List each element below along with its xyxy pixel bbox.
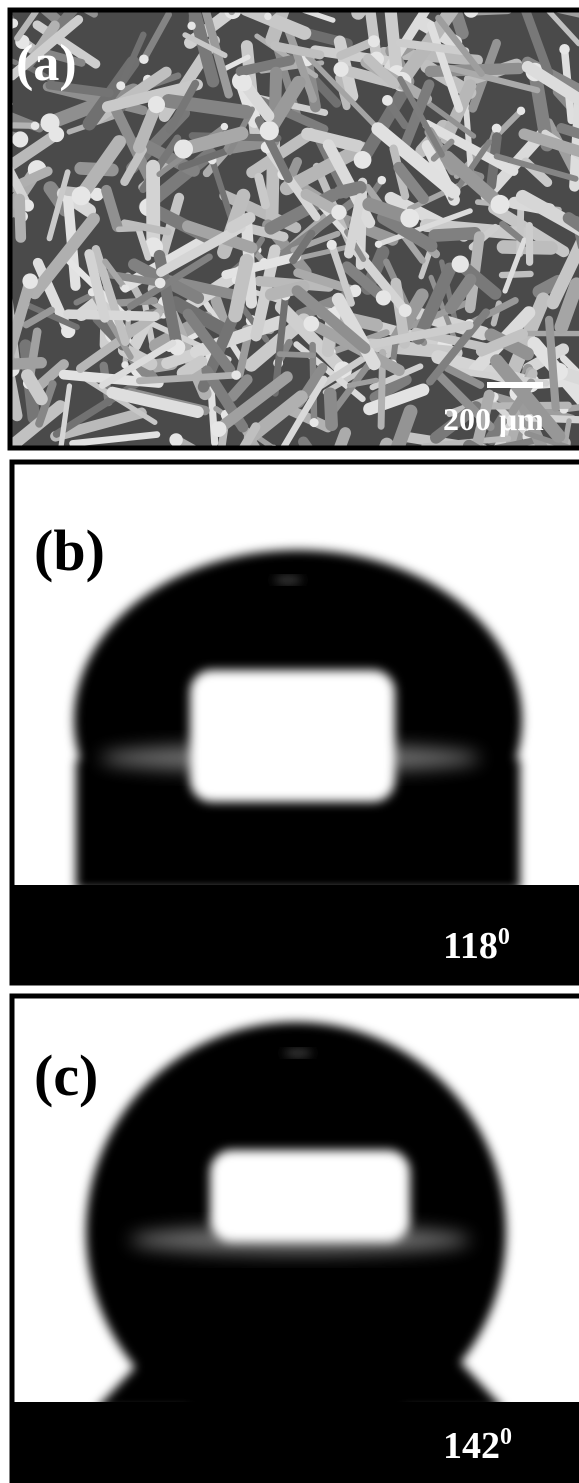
angle-unit: 0: [498, 924, 510, 950]
rod: [337, 433, 345, 454]
rod-tip: [490, 195, 509, 214]
rod-tip: [22, 273, 38, 289]
rod: [434, 454, 469, 455]
rod-tip: [155, 278, 166, 289]
rod: [473, 0, 479, 5]
rod: [435, 233, 475, 235]
rod-tip: [169, 433, 182, 446]
rod-tip: [376, 290, 391, 305]
panel-a: (a) 200 μm: [0, 0, 579, 520]
rod: [119, 229, 141, 230]
rod-tip: [236, 75, 252, 91]
rod-tip: [400, 209, 419, 228]
rod: [0, 363, 41, 367]
rod-tip: [368, 35, 380, 47]
substrate: [14, 895, 74, 985]
rod: [565, 421, 569, 443]
rod-tip: [221, 123, 228, 130]
rod: [0, 135, 6, 146]
rod-tip: [331, 205, 346, 220]
scale-label: 200 μm: [443, 401, 544, 437]
rod: [453, 0, 510, 6]
figure: (a) 200 μm (b) 1180: [0, 0, 579, 1483]
rod-tip: [334, 62, 349, 77]
rod-tip: [49, 127, 65, 143]
panel-b: (b) 1180: [12, 462, 579, 985]
rod-tip: [72, 186, 91, 205]
rod-tip: [310, 418, 319, 427]
rod: [390, 3, 397, 74]
rod: [330, 394, 331, 425]
panel-label: (b): [34, 518, 105, 583]
rod-tip: [264, 13, 272, 21]
rod-tip: [545, 450, 554, 459]
rod-tip: [452, 255, 469, 272]
angle-unit: 0: [500, 1424, 512, 1450]
rod-tip: [12, 131, 28, 147]
rod-tip: [399, 304, 412, 317]
rod-tip: [231, 370, 241, 380]
rod-tip: [260, 121, 279, 140]
rod-tip: [354, 151, 372, 169]
rod: [0, 125, 35, 126]
rod: [340, 187, 360, 192]
rod-tip: [174, 139, 193, 158]
highlight: [210, 1150, 410, 1242]
highlight: [190, 670, 395, 802]
rod: [68, 314, 155, 316]
rod-tip: [116, 81, 125, 90]
rod-tip: [31, 121, 40, 130]
rod-tip: [492, 124, 502, 134]
rod-tip: [559, 44, 570, 55]
rod: [5, 226, 7, 303]
panel-label: (a): [16, 35, 77, 92]
rod-tip: [375, 241, 382, 248]
rod: [280, 354, 313, 355]
rod-tip: [148, 96, 165, 113]
panel-c: (c) 1420: [12, 996, 579, 1483]
highlight-top: [284, 1049, 312, 1057]
highlight-top: [274, 576, 302, 584]
rod: [574, 96, 579, 186]
rod-tip: [139, 54, 149, 64]
rod-tip: [382, 95, 393, 106]
rod: [0, 237, 6, 240]
rod: [0, 419, 5, 455]
angle-value: 142: [443, 1425, 500, 1467]
rod: [0, 0, 9, 24]
rod-tip: [121, 284, 129, 292]
panel-label: (c): [34, 1043, 98, 1108]
rod-tip: [517, 107, 525, 115]
rod: [20, 199, 21, 237]
rod: [502, 274, 531, 275]
rod-tip: [378, 176, 387, 185]
rod-tip: [187, 22, 195, 30]
rod-tip: [211, 421, 227, 437]
page: (a) 200 μm (b) 1180: [0, 0, 579, 1483]
rod-tip: [327, 240, 337, 250]
rod-tip: [303, 316, 319, 332]
angle-value: 118: [443, 925, 498, 967]
